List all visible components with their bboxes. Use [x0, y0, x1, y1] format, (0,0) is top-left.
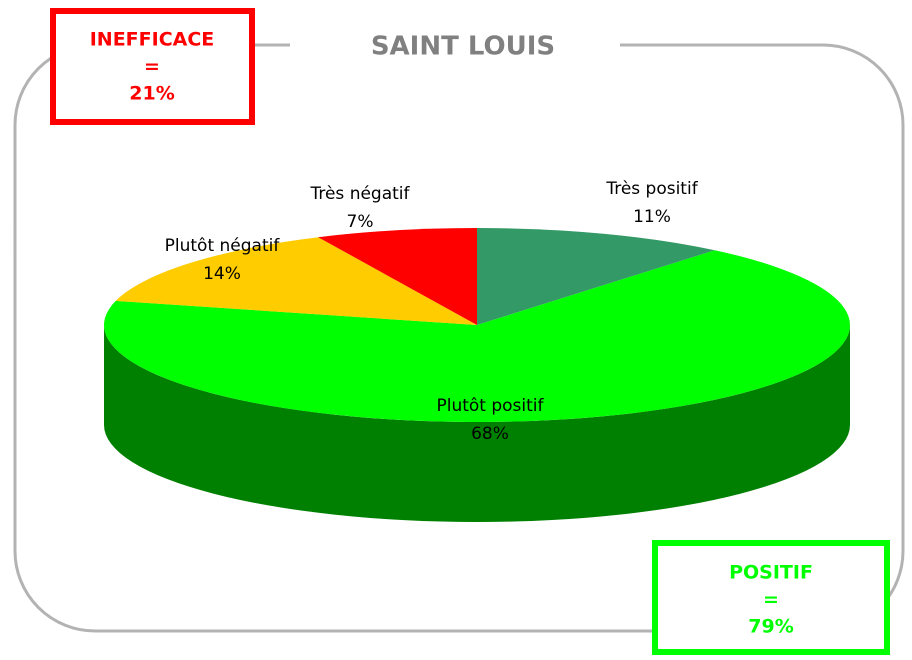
slice-value-label: 11% — [633, 207, 671, 227]
pie-side — [104, 325, 850, 522]
annotation-text: 79% — [748, 616, 793, 638]
slice-label: Très positif — [605, 179, 698, 199]
slice-value-label: 68% — [471, 424, 509, 444]
slice-value-label: 7% — [347, 212, 374, 232]
pie-slice — [477, 228, 715, 325]
annotation-box — [50, 8, 255, 125]
title-gap — [290, 25, 620, 70]
slice-value-label: 14% — [203, 264, 241, 284]
annotation-text: = — [763, 589, 779, 611]
slice-label: Plutôt négatif — [165, 236, 281, 256]
annotation-text: INEFFICACE — [90, 29, 215, 51]
pie-slice — [104, 250, 850, 422]
pie-slice — [318, 228, 477, 325]
chart-title: SAINT LOUIS — [371, 32, 555, 62]
slice-label: Plutôt positif — [436, 396, 544, 416]
annotation-text: POSITIF — [729, 562, 813, 584]
annotation-text: 21% — [129, 83, 174, 105]
annotation-text: = — [144, 56, 160, 78]
pie-slice — [115, 237, 478, 325]
slice-label: Très négatif — [309, 184, 410, 204]
annotation-box — [652, 540, 890, 655]
